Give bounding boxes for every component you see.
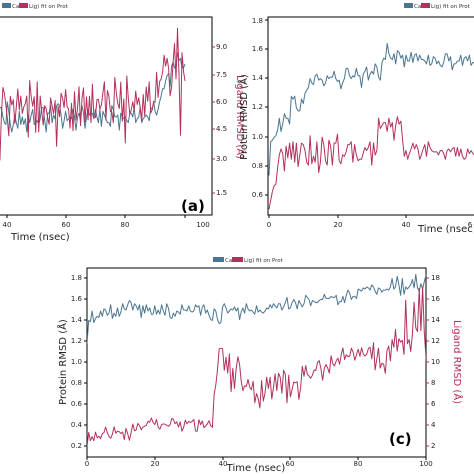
panel-b-legend-label-ligand: Lig) fit on Prot <box>431 4 471 10</box>
panel-b-y-tick-label: 1.8 <box>252 17 263 25</box>
panel-c-y-tick-label: 0.8 <box>71 379 82 387</box>
panel-a-legend-label-protein: Ca <box>12 4 19 10</box>
panel-b-legend-label-protein: Ca <box>414 4 421 10</box>
panel-c-y2-tick-label: 10 <box>431 358 440 366</box>
panel-c-legend: Ca Lig) fit on Prot <box>213 257 284 264</box>
panel-c-y-tick-label: 1.2 <box>71 337 82 345</box>
panel-c-x-ticks: 0 20 40 60 80 100 <box>85 457 433 468</box>
panel-c-series-protein-line <box>87 273 426 344</box>
panel-b: Ca Lig) fit on Prot 0 20 40 6 Time (nsec… <box>237 3 474 235</box>
panel-a-right-ticks: 1.5 3.0 4.5 6.0 7.5 9.0 <box>212 43 227 197</box>
panel-a-y2-tick-label: 3.0 <box>216 155 227 163</box>
panel-b-x-tick-label: 40 <box>402 221 411 229</box>
panel-b-y-tick-label: 0.8 <box>252 162 263 170</box>
panel-c-x-tick-label: 100 <box>419 460 432 468</box>
panel-c-y2-tick-label: 14 <box>431 316 440 324</box>
panel-b-legend: Ca Lig) fit on Prot <box>404 3 471 10</box>
panel-a-x-axis-title: Time (nsec) <box>10 232 70 243</box>
panel-a-x-tick-label: 60 <box>62 221 71 229</box>
panel-a-legend-swatch-ligand <box>19 3 28 8</box>
panel-a-label: (a) <box>181 197 205 215</box>
panel-b-x-tick-label: 20 <box>334 221 343 229</box>
panel-c-y-ticks: 0.2 0.4 0.6 0.8 1.0 1.2 1.4 1.6 1.8 <box>71 274 87 450</box>
panel-b-series-layer <box>268 42 474 210</box>
panel-c-y-tick-label: 0.6 <box>71 400 83 408</box>
panel-a-legend-label-ligand: Lig) fit on Prot <box>29 4 69 10</box>
panel-c-y2-axis-title: Ligand RMSD (Å) <box>451 320 464 404</box>
panel-c-legend-label-ligand: Lig) fit on Prot <box>244 258 284 264</box>
panel-c-label: (c) <box>389 430 412 448</box>
panel-b-series-protein-line <box>268 42 474 176</box>
panel-b-series-ligand-line <box>268 116 474 210</box>
panel-a-y2-tick-label: 7.5 <box>216 71 227 79</box>
panel-c-right-ticks: 2 4 6 8 10 12 14 16 18 <box>426 274 440 450</box>
panel-c-y2-tick-label: 16 <box>431 295 440 303</box>
panel-b-x-axis-title: Time (nsec) <box>417 224 474 235</box>
panel-b-x-tick-label: 6 <box>468 221 473 229</box>
panel-a-plot-frame <box>0 16 213 216</box>
panel-a-x-tick-label: 80 <box>121 221 130 229</box>
panel-c-legend-swatch-protein <box>213 257 224 262</box>
panel-b-x-tick-label: 0 <box>267 221 271 229</box>
panel-c-x-tick-label: 20 <box>151 460 160 468</box>
panel-c-y-tick-label: 0.2 <box>71 442 82 450</box>
panel-a-y2-axis-title: Ligand RMSD (Å) <box>234 75 247 159</box>
panel-c-y-tick-label: 1.6 <box>71 295 83 303</box>
panel-c-legend-swatch-ligand <box>232 257 243 262</box>
panel-c-x-axis-title: Time (nsec) <box>226 463 286 474</box>
panel-a-series-ligand-line <box>0 27 186 161</box>
panel-b-y-axis-title: Protein RMSD (Å) <box>237 74 250 160</box>
panel-b-y-tick-label: 1.4 <box>252 74 264 82</box>
panel-a: Ca Lig) fit on Prot 40 60 80 100 Time (n… <box>0 3 247 243</box>
panel-c-y-tick-label: 1.0 <box>71 358 82 366</box>
panel-c-y2-tick-label: 2 <box>431 442 435 450</box>
panel-a-y2-tick-label: 6.0 <box>216 98 227 106</box>
panel-a-series-layer <box>0 27 186 161</box>
panel-a-x-tick-label: 100 <box>196 221 209 229</box>
panel-a-x-tick-label: 40 <box>3 221 12 229</box>
panel-c-x-tick-label: 80 <box>354 460 363 468</box>
panel-a-legend: Ca Lig) fit on Prot <box>2 3 69 10</box>
panel-c: Ca Lig) fit on Prot 0 20 40 60 80 100 Ti… <box>56 257 464 474</box>
panel-c-y-tick-label: 1.4 <box>71 316 83 324</box>
panel-b-y-tick-label: 1.0 <box>252 133 263 141</box>
panel-c-y2-tick-label: 12 <box>431 337 440 345</box>
panel-b-legend-swatch-ligand <box>421 3 430 8</box>
panel-c-y2-tick-label: 18 <box>431 274 440 282</box>
panel-c-y-tick-label: 1.8 <box>71 274 82 282</box>
panel-c-series-layer <box>87 273 426 447</box>
panel-c-legend-label-protein: Ca <box>225 258 232 264</box>
panel-a-y2-tick-label: 9.0 <box>216 43 227 51</box>
panel-c-y2-tick-label: 8 <box>431 379 435 387</box>
panel-c-y-tick-label: 0.4 <box>71 421 83 429</box>
panel-b-y-tick-label: 1.6 <box>252 45 264 53</box>
panel-b-y-ticks: 0.6 0.8 1.0 1.2 1.4 1.6 1.8 <box>252 17 268 199</box>
panel-c-y2-tick-label: 4 <box>431 421 436 429</box>
panel-a-legend-swatch-protein <box>2 3 11 8</box>
panel-a-y2-tick-label: 1.5 <box>216 189 227 197</box>
panel-b-legend-swatch-protein <box>404 3 413 8</box>
panel-c-x-tick-label: 0 <box>85 460 89 468</box>
panel-a-y2-tick-label: 4.5 <box>216 125 227 133</box>
panel-b-y-tick-label: 0.6 <box>252 191 264 199</box>
panel-c-series-ligand-line <box>87 286 426 447</box>
panel-b-plot-frame <box>267 16 474 216</box>
panel-b-x-ticks: 0 20 40 6 <box>267 215 473 229</box>
panel-c-y2-tick-label: 6 <box>431 400 436 408</box>
panel-c-y-axis-title: Protein RMSD (Å) <box>56 319 69 405</box>
panel-a-x-ticks: 40 60 80 100 <box>3 215 210 229</box>
panel-c-x-tick-label: 40 <box>219 460 228 468</box>
panel-b-y-tick-label: 1.2 <box>252 103 263 111</box>
panel-c-x-tick-label: 60 <box>286 460 295 468</box>
